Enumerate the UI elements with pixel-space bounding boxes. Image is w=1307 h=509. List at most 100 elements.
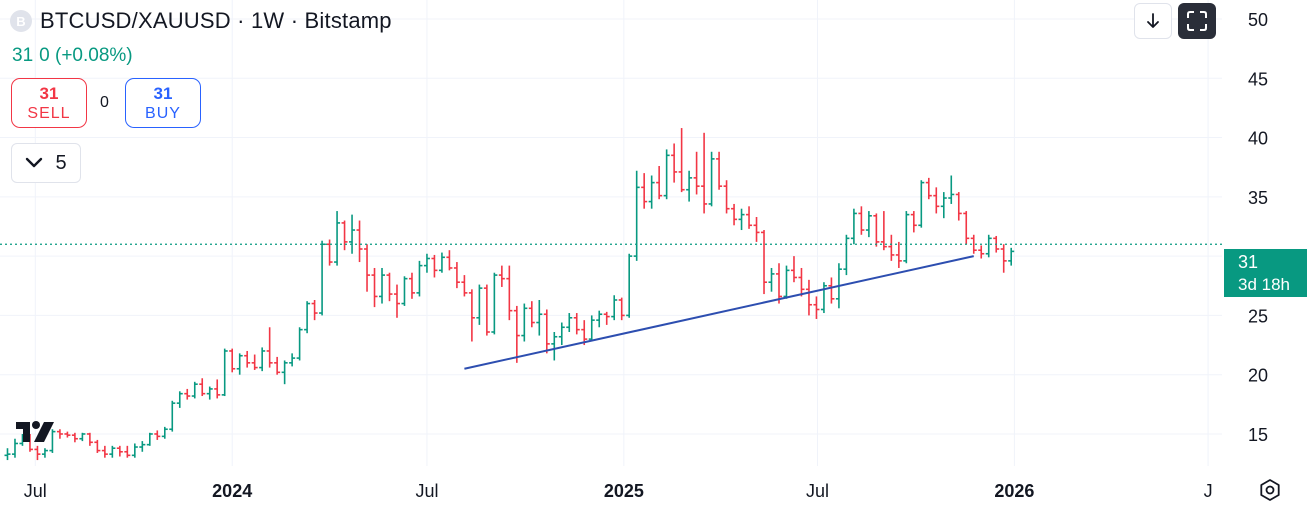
chart-grid	[0, 0, 1222, 466]
ohlc-bar	[955, 192, 962, 221]
ohlc-bar	[603, 311, 610, 325]
ohlc-bar	[888, 234, 895, 261]
ohlc-bar	[873, 213, 880, 247]
ohlc-bar	[798, 267, 805, 297]
ohlc-bar	[326, 239, 333, 266]
ohlc-bar	[843, 234, 850, 276]
ohlc-bar	[304, 301, 311, 334]
current-price: 31	[12, 45, 34, 66]
ohlc-bar	[648, 175, 655, 209]
ohlc-bar	[543, 309, 550, 354]
ohlc-bar	[319, 240, 326, 316]
ohlc-bar	[184, 388, 191, 400]
ohlc-bar	[356, 220, 363, 263]
x-tick-label: 2025	[604, 481, 644, 501]
ohlc-bar	[416, 260, 423, 297]
ohlc-bar	[641, 173, 648, 209]
ohlc-bar	[71, 432, 78, 443]
ohlc-bar	[663, 149, 670, 200]
fullscreen-button[interactable]	[1178, 3, 1216, 39]
ohlc-bar	[476, 284, 483, 325]
ohlc-bar	[116, 445, 123, 457]
ohlc-bar	[626, 253, 633, 318]
ohlc-bar	[349, 214, 356, 254]
y-tick-label: 25	[1248, 306, 1268, 326]
symbol-title[interactable]: BTCUSD/XAUUSD · 1W · Bitstamp	[40, 8, 392, 33]
sell-button[interactable]: 31 SELL	[11, 78, 87, 128]
ohlc-bar	[34, 445, 41, 461]
last-price-badge: 31 3d 18h	[1224, 249, 1307, 297]
ohlc-bar	[506, 265, 513, 321]
ohlc-bar	[41, 448, 48, 458]
ohlc-bar	[206, 386, 213, 400]
ohlc-bars	[4, 128, 1015, 461]
ohlc-bar	[865, 211, 872, 238]
ohlc-bar	[214, 379, 221, 399]
ohlc-bar	[259, 347, 266, 372]
ohlc-bar	[970, 234, 977, 254]
price-summary: 31 0 (+0.08%)	[12, 45, 139, 67]
ohlc-bar	[124, 445, 131, 458]
ohlc-bar	[978, 245, 985, 259]
ohlc-bar	[146, 432, 153, 446]
ohlc-bar	[813, 296, 820, 319]
ohlc-bar	[521, 303, 528, 342]
ohlc-bar	[94, 439, 101, 453]
ohlc-bar	[850, 208, 857, 245]
ohlc-bar	[274, 356, 281, 375]
ohlc-bar	[386, 272, 393, 302]
ohlc-bar	[408, 272, 415, 299]
ohlc-bar	[940, 192, 947, 219]
indicators-toggle-button[interactable]: 5	[11, 143, 81, 183]
ohlc-bar	[311, 299, 318, 321]
ohlc-bar	[221, 348, 228, 397]
price-change: 0 (+0.08%)	[39, 45, 133, 66]
ohlc-bar	[251, 354, 258, 370]
ohlc-bar	[790, 256, 797, 283]
ohlc-bar	[768, 267, 775, 292]
chevron-down-icon	[26, 157, 43, 168]
y-tick-label: 20	[1248, 366, 1268, 386]
ohlc-bar	[783, 265, 790, 299]
chart-header: B BTCUSD/XAUUSD · 1W · Bitstamp	[10, 6, 392, 36]
ohlc-bar	[79, 432, 86, 442]
ohlc-bar	[716, 151, 723, 190]
trendline[interactable]	[464, 255, 974, 370]
ohlc-bar	[423, 253, 430, 273]
ohlc-bar	[289, 353, 296, 367]
buy-button[interactable]: 31 BUY	[125, 78, 201, 128]
sell-price: 31	[39, 83, 59, 103]
ohlc-bar	[933, 187, 940, 214]
ohlc-bar	[4, 448, 11, 461]
ohlc-bar	[775, 263, 782, 304]
ohlc-bar	[858, 206, 865, 235]
ohlc-bar	[438, 252, 445, 273]
ohlc-bar	[199, 378, 206, 397]
ohlc-bar	[364, 244, 371, 292]
ohlc-bar	[139, 441, 146, 452]
ohlc-bar	[498, 265, 505, 287]
ohlc-bar	[708, 151, 715, 207]
x-tick-label: Jul	[415, 481, 438, 501]
download-button[interactable]	[1134, 3, 1172, 39]
y-tick-label: 45	[1248, 69, 1268, 89]
ohlc-bar	[371, 267, 378, 308]
ohlc-bar	[558, 322, 565, 346]
ohlc-bar	[693, 151, 700, 195]
ohlc-bar	[49, 429, 56, 453]
ohlc-bar	[491, 272, 498, 335]
ohlc-bar	[948, 175, 955, 204]
buy-price: 31	[153, 83, 173, 103]
ohlc-bar	[656, 166, 663, 200]
ohlc-bar	[341, 220, 348, 251]
settings-icon[interactable]	[1258, 478, 1282, 502]
ohlc-bar	[64, 431, 71, 438]
y-tick-label: 15	[1248, 425, 1268, 445]
last-price-value: 31	[1238, 252, 1259, 272]
ohlc-bar	[154, 430, 161, 440]
y-tick-label: 35	[1248, 188, 1268, 208]
ohlc-bar	[56, 429, 63, 439]
ohlc-bar	[379, 267, 386, 304]
ohlc-bar	[566, 313, 573, 333]
